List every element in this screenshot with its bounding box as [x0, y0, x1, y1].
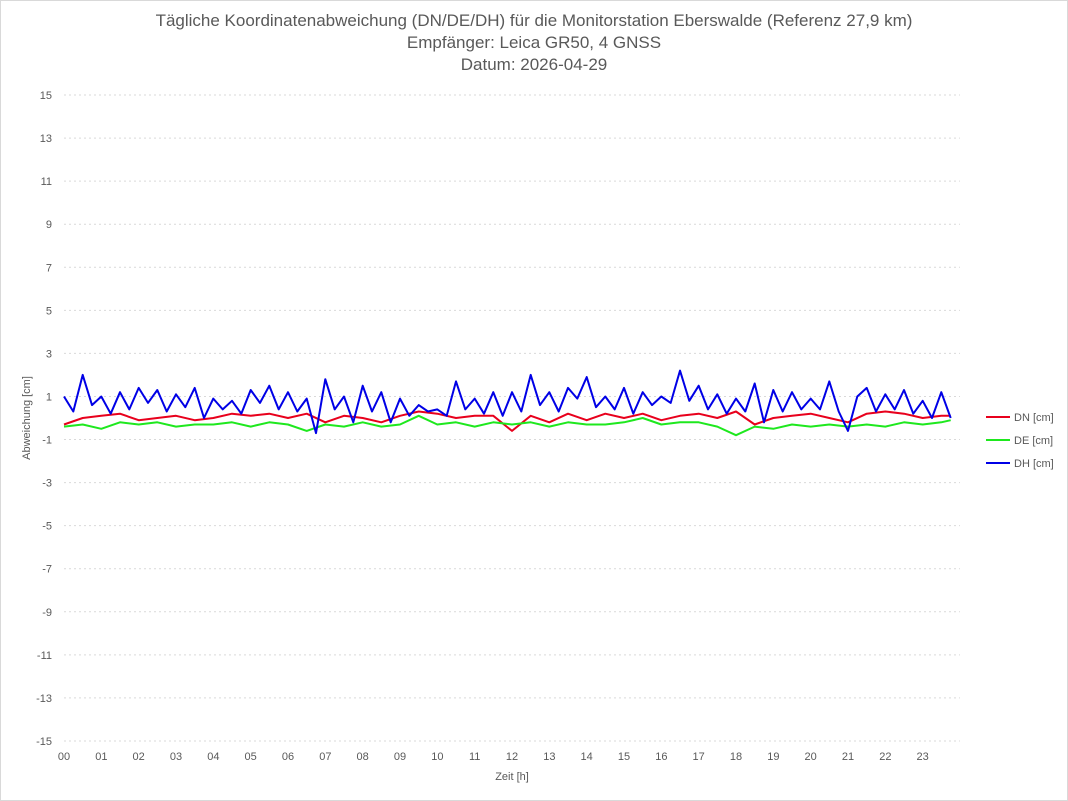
- y-tick-label: 13: [40, 133, 52, 145]
- x-tick-label: 02: [133, 751, 145, 763]
- y-tick-label: -13: [36, 693, 52, 705]
- x-axis-ticks: 00 01 02 03 04 05 06 07 08 09 10 11 12 13 14 15 16 17 18 19…: [58, 751, 929, 763]
- x-tick-label: 07: [319, 751, 331, 763]
- series-lines: [63, 369, 952, 437]
- x-tick-label: 15: [618, 751, 630, 763]
- y-tick-label: -7: [42, 564, 52, 576]
- x-tick-label: 06: [282, 751, 294, 763]
- y-tick-label: -5: [42, 521, 52, 533]
- y-tick-label: -9: [42, 607, 52, 619]
- y-tick-label: -15: [36, 736, 52, 748]
- x-tick-label: 04: [207, 751, 219, 763]
- y-tick-label: 1: [46, 391, 52, 403]
- x-axis-label: Zeit [h]: [495, 771, 529, 783]
- y-tick-label: 11: [41, 176, 52, 188]
- x-tick-label: 14: [581, 751, 593, 763]
- legend-label: DH [cm]: [1014, 458, 1054, 470]
- x-tick-label: 18: [730, 751, 742, 763]
- x-tick-label: 01: [95, 751, 107, 763]
- y-tick-label: -1: [42, 435, 52, 447]
- x-tick-label: 22: [879, 751, 891, 763]
- series-line-2: [63, 414, 951, 437]
- x-tick-label: 12: [506, 751, 518, 763]
- legend-label: DN [cm]: [1014, 412, 1054, 424]
- y-axis-ticks: 15 13 11 9 7 5 3 1 -1 -3 -5 -7 -9 -11 -13 -15: [36, 90, 52, 748]
- x-tick-label: 00: [58, 751, 70, 763]
- chart-subtitle-receiver: Empfänger: Leica GR50, 4 GNSS: [406, 33, 662, 52]
- series-line-3: [63, 369, 952, 435]
- chart-subtitle-date: Datum: 2026-04-29: [460, 55, 608, 74]
- chart-title: Tägliche Koordinatenabweichung (DN/DE/DH…: [155, 11, 913, 30]
- x-tick-label: 23: [917, 751, 929, 763]
- x-tick-label: 10: [431, 751, 443, 763]
- x-tick-label: 13: [543, 751, 555, 763]
- legend: DN [cm] DE [cm] DH [cm]: [986, 412, 1054, 470]
- y-tick-label: -3: [42, 478, 52, 490]
- gridlines: [64, 94, 960, 742]
- y-tick-label: 5: [46, 305, 52, 317]
- x-tick-label: 19: [767, 751, 779, 763]
- x-tick-label: 20: [805, 751, 817, 763]
- y-tick-label: 9: [46, 219, 52, 231]
- series-line-1: [63, 410, 951, 432]
- chart-title-block: Tägliche Koordinatenabweichung (DN/DE/DH…: [0, 10, 1068, 76]
- y-tick-label: 3: [46, 348, 52, 360]
- y-axis-label: Abweichung [cm]: [21, 376, 33, 460]
- x-tick-label: 05: [245, 751, 257, 763]
- x-tick-label: 17: [693, 751, 705, 763]
- y-tick-label: -11: [37, 650, 52, 662]
- x-tick-label: 11: [469, 751, 480, 763]
- x-tick-label: 16: [655, 751, 667, 763]
- x-tick-label: 09: [394, 751, 406, 763]
- x-tick-label: 21: [842, 751, 854, 763]
- y-tick-label: 15: [40, 90, 52, 102]
- y-tick-label: 7: [46, 262, 52, 274]
- x-tick-label: 08: [357, 751, 369, 763]
- legend-label: DE [cm]: [1014, 435, 1053, 447]
- x-tick-label: 03: [170, 751, 182, 763]
